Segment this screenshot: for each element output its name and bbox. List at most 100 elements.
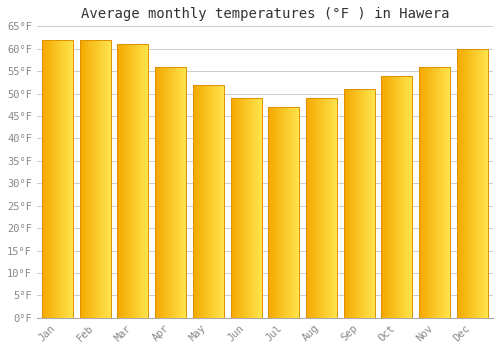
Bar — [382, 76, 383, 318]
Bar — [297, 107, 298, 318]
Bar — [169, 66, 170, 318]
Bar — [402, 76, 404, 318]
Bar — [196, 85, 198, 318]
Bar — [107, 40, 108, 318]
Bar — [419, 66, 450, 318]
Bar — [448, 66, 449, 318]
Bar — [291, 107, 292, 318]
Bar — [313, 98, 314, 318]
Bar — [295, 107, 296, 318]
Bar — [434, 66, 435, 318]
Bar — [280, 107, 281, 318]
Bar — [350, 89, 352, 318]
Bar — [321, 98, 322, 318]
Bar — [404, 76, 405, 318]
Bar — [135, 44, 136, 318]
Bar — [336, 98, 337, 318]
Bar — [206, 85, 208, 318]
Bar — [104, 40, 106, 318]
Bar — [261, 98, 262, 318]
Bar — [240, 98, 242, 318]
Bar — [146, 44, 147, 318]
Bar — [344, 89, 345, 318]
Bar — [345, 89, 346, 318]
Bar — [67, 40, 68, 318]
Bar — [42, 40, 73, 318]
Bar — [351, 89, 352, 318]
Bar — [271, 107, 272, 318]
Bar — [246, 98, 248, 318]
Bar — [322, 98, 324, 318]
Bar — [57, 40, 58, 318]
Bar — [64, 40, 65, 318]
Bar — [473, 49, 474, 318]
Bar — [105, 40, 106, 318]
Bar — [365, 89, 366, 318]
Bar — [102, 40, 103, 318]
Bar — [435, 66, 436, 318]
Bar — [162, 66, 164, 318]
Bar — [355, 89, 356, 318]
Bar — [475, 49, 476, 318]
Bar — [208, 85, 209, 318]
Bar — [100, 40, 101, 318]
Bar — [157, 66, 158, 318]
Bar — [147, 44, 148, 318]
Bar — [372, 89, 373, 318]
Bar — [133, 44, 134, 318]
Bar — [216, 85, 217, 318]
Bar — [144, 44, 146, 318]
Bar — [395, 76, 396, 318]
Bar — [277, 107, 278, 318]
Bar — [433, 66, 434, 318]
Bar — [282, 107, 284, 318]
Bar — [280, 107, 281, 318]
Bar — [306, 98, 307, 318]
Bar — [428, 66, 429, 318]
Bar — [54, 40, 56, 318]
Bar — [268, 107, 269, 318]
Bar — [327, 98, 328, 318]
Bar — [436, 66, 438, 318]
Bar — [324, 98, 325, 318]
Bar — [47, 40, 48, 318]
Bar — [163, 66, 164, 318]
Bar — [472, 49, 473, 318]
Bar — [222, 85, 223, 318]
Bar — [317, 98, 318, 318]
Bar — [358, 89, 360, 318]
Bar — [292, 107, 293, 318]
Bar — [465, 49, 466, 318]
Bar — [60, 40, 61, 318]
Bar — [71, 40, 72, 318]
Bar — [268, 107, 299, 318]
Bar — [156, 66, 157, 318]
Bar — [463, 49, 464, 318]
Bar — [254, 98, 255, 318]
Bar — [256, 98, 257, 318]
Bar — [468, 49, 469, 318]
Bar — [198, 85, 200, 318]
Bar — [461, 49, 462, 318]
Bar — [62, 40, 64, 318]
Bar — [90, 40, 91, 318]
Bar — [217, 85, 218, 318]
Bar — [125, 44, 126, 318]
Bar — [373, 89, 374, 318]
Bar — [178, 66, 179, 318]
Bar — [202, 85, 203, 318]
Bar — [311, 98, 312, 318]
Bar — [53, 40, 54, 318]
Bar — [318, 98, 319, 318]
Bar — [253, 98, 254, 318]
Bar — [438, 66, 439, 318]
Bar — [44, 40, 46, 318]
Bar — [420, 66, 421, 318]
Bar — [207, 85, 208, 318]
Bar — [161, 66, 162, 318]
Bar — [479, 49, 480, 318]
Bar — [285, 107, 286, 318]
Bar — [82, 40, 83, 318]
Bar — [464, 49, 465, 318]
Bar — [328, 98, 329, 318]
